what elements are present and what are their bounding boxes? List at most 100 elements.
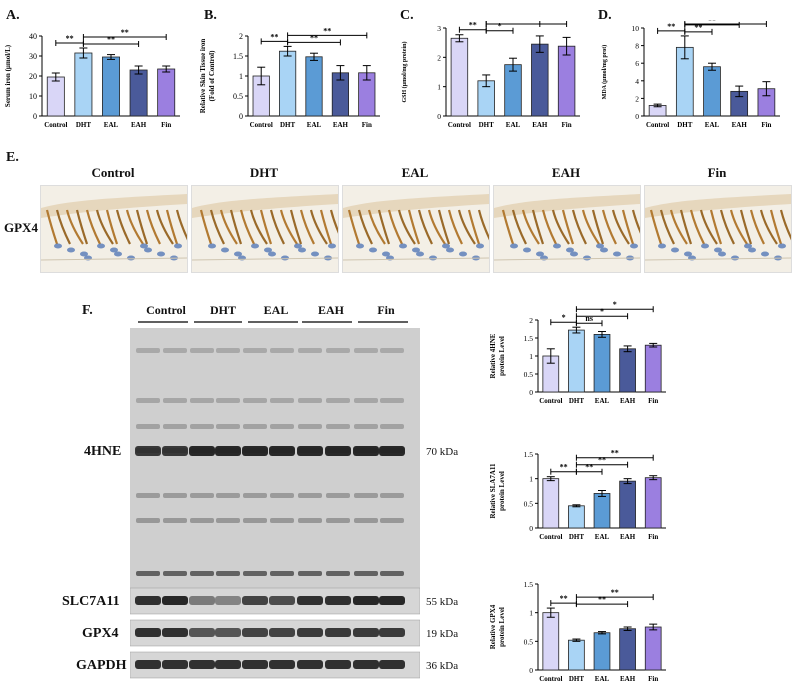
y-tick-label: 8 (635, 42, 639, 51)
y-axis-label: Relative GPX4protein Level (489, 604, 506, 649)
follicle-bulb (718, 251, 726, 257)
follicle-bulb (97, 243, 105, 249)
blot-label-4hne: 4HNE (84, 444, 122, 459)
x-tick-label: EAH (732, 121, 748, 129)
y-tick-label: 0.5 (233, 92, 243, 101)
bar-control (542, 478, 560, 529)
y-tick-label: 0 (529, 524, 533, 533)
chart-serum-iron: 0 10 20 30 40 Serum iron (μmol/L) Control DHT EA… (4, 28, 180, 129)
faint-band (243, 424, 267, 429)
hair-follicle (571, 209, 587, 245)
blot-lane-dht: DHT (209, 303, 236, 317)
follicle-bulb (264, 247, 272, 253)
follicle-bulb (429, 255, 437, 261)
follicle-bulb (744, 243, 752, 249)
kda-gapdh: 36 kDa (426, 660, 459, 672)
faint-band (380, 398, 404, 403)
x-tick-label: Fin (562, 121, 572, 129)
hair-follicle (631, 209, 640, 234)
faint-band (298, 424, 322, 429)
hair-follicle (347, 209, 361, 245)
protein-band (297, 596, 323, 605)
x-tick-label: Control (539, 533, 562, 541)
bottom-band (136, 571, 160, 576)
hair-follicle (457, 209, 476, 245)
y-axis-label: GSH (μmol/mg protein) (401, 42, 408, 103)
faint-band (298, 398, 322, 403)
hair-follicle (75, 209, 89, 245)
follicle-bulb (140, 243, 148, 249)
follicle-bulb (412, 247, 420, 253)
x-tick-label: EAH (532, 121, 548, 129)
follicle-bulb (382, 251, 390, 257)
hair-follicle (309, 209, 328, 245)
significance-label: * (498, 22, 502, 31)
significance-label: * (600, 307, 604, 316)
hair-follicle (561, 209, 575, 245)
significance-label: ** (323, 26, 331, 35)
follicle-bulb (553, 243, 561, 249)
significance-label: ** (522, 20, 530, 24)
follicle-bulb (566, 247, 574, 253)
bar-eah (531, 43, 549, 117)
bar-eah (619, 628, 636, 671)
significance-label: * (562, 313, 566, 322)
significance-label: ** (310, 33, 318, 42)
faint-band (270, 348, 294, 353)
protein-band (325, 660, 351, 669)
blot-lane-control: Control (146, 303, 186, 317)
x-tick-label: EAH (333, 121, 349, 129)
faint-band (354, 348, 378, 353)
chart-skin-iron: 0 0.5 1 1.5 2 Relative Skin Tissue iron(Fold … (199, 26, 380, 129)
x-tick-label: EAH (620, 533, 636, 541)
bar-eah (129, 69, 148, 117)
faint-band (243, 348, 267, 353)
protein-band (215, 596, 241, 605)
significance-label: ** (585, 463, 593, 472)
bar-fin (157, 68, 176, 117)
follicle-bulb (761, 251, 769, 257)
follicle-bulb (748, 247, 756, 253)
significance-label: * (613, 300, 617, 309)
y-tick-label: 1 (529, 475, 533, 484)
follicle-bulb (110, 247, 118, 253)
faint-band (216, 424, 240, 429)
x-tick-label: Fin (648, 397, 658, 405)
bar-eal (504, 64, 522, 117)
faint-band (216, 398, 240, 403)
y-tick-label: 1.5 (524, 334, 534, 343)
x-tick-label: Control (539, 397, 562, 405)
bar-eah (619, 480, 636, 529)
significance-label: ** (598, 595, 606, 604)
hair-follicle (729, 209, 748, 245)
x-tick-label: EAL (307, 121, 322, 129)
band-4hne (269, 446, 295, 456)
y-axis-label: MDA (μmol/mg prot) (601, 45, 608, 100)
ihc-image-fin (644, 185, 792, 273)
bar-dht (568, 505, 585, 529)
x-tick-label: Control (44, 121, 67, 129)
chart-mda: 0 2 4 6 8 10 MDA (μmol/mg prot) Control DHT EAL EA… (601, 20, 780, 129)
faint-band (354, 518, 378, 523)
y-tick-label: 3 (437, 24, 441, 33)
faint-band (354, 424, 378, 429)
hair-follicle (407, 209, 421, 245)
ihc-title-fin: Fin (707, 165, 727, 180)
ihc-image-dht (191, 185, 339, 273)
hair-follicle (269, 209, 285, 245)
faint-band (326, 493, 350, 498)
hair-follicle (467, 209, 481, 245)
ihc-title-eah: EAH (551, 165, 581, 180)
bar-eal (305, 56, 323, 117)
kda-gpx4: 19 kDa (426, 628, 459, 640)
follicle-bulb (251, 243, 259, 249)
follicle-bulb (684, 251, 692, 257)
kda-slc7a11: 55 kDa (426, 596, 459, 608)
bar-dht (568, 329, 585, 393)
y-axis-label: Relative Skin Tissue iron(Fold of Contro… (199, 39, 216, 114)
significance-label: ** (107, 35, 115, 44)
y-tick-label: 30 (29, 52, 37, 61)
faint-band (216, 518, 240, 523)
hair-follicle (669, 209, 688, 245)
x-tick-label: EAL (705, 121, 720, 129)
